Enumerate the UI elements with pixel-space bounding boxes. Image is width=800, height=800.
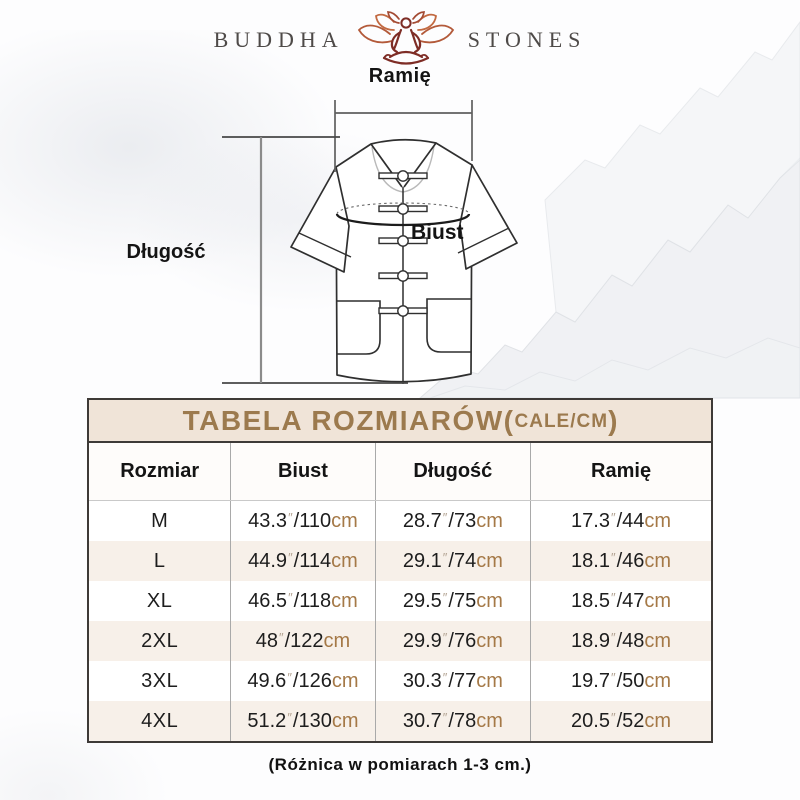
inch-mark: ″	[610, 509, 616, 525]
table-row: 4XL 51.2″/130cm 30.7″/78cm 20.5″/52cm	[89, 701, 711, 741]
shirt-left-sleeve	[290, 166, 350, 273]
ramie-value: 18.5″/47cm	[530, 581, 711, 621]
left-pocket	[337, 300, 381, 355]
bust-ellipse-solid	[335, 213, 471, 227]
cm-unit: cm	[476, 509, 503, 532]
table-title: TABELA ROZMIARÓW(	[182, 404, 515, 436]
biust-value: 49.6″/126cm	[230, 661, 376, 701]
col-header-rozmiar: Rozmiar	[89, 443, 231, 501]
inch-mark: ″	[288, 549, 293, 565]
dlugosc-value: 29.9″/76cm	[374, 621, 531, 661]
table-row: 3XL 49.6″/126cm 30.3″/77cm 19.7″/50cm	[89, 661, 711, 701]
cm-unit: cm	[644, 709, 672, 732]
right-cuff-line	[457, 227, 510, 254]
inch-mark: ″	[442, 549, 448, 565]
col-header-ramie: Ramię	[530, 443, 711, 501]
inch-mark: ″	[610, 589, 616, 605]
table-header-row: Rozmiar Biust Długość Ramię	[89, 443, 711, 501]
size-value: M	[151, 509, 169, 532]
inch-mark: ″	[288, 589, 293, 605]
dlugosc-value: 30.3″/77cm	[374, 661, 531, 701]
inch-mark: ″	[287, 709, 292, 725]
biust-value: 48″/122cm	[230, 621, 376, 661]
table-title-bar: TABELA ROZMIARÓW( CALE/CM )	[89, 400, 711, 443]
cm-unit: cm	[331, 709, 359, 732]
table-title-unit: CALE/CM	[514, 410, 609, 432]
right-pocket	[426, 298, 471, 353]
table-row: M 43.3″/110cm 28.7″/73cm 17.3″/44cm	[89, 500, 711, 541]
cm-unit: cm	[331, 549, 358, 572]
brand-name-right: STONES	[467, 27, 587, 52]
biust-value: 43.3″/110cm	[230, 500, 376, 541]
cm-unit: cm	[476, 589, 503, 612]
lotus-meditation-icon	[357, 11, 454, 65]
inch-mark: ″	[287, 669, 292, 685]
inch-mark: ″	[610, 709, 616, 725]
inch-mark: ″	[278, 629, 284, 645]
inch-mark: ″	[288, 509, 293, 525]
frog-buttons	[378, 170, 428, 317]
ramie-value: 17.3″/44cm	[530, 500, 711, 541]
ramie-value: 18.1″/46cm	[530, 541, 711, 581]
inch-mark: ″	[442, 589, 448, 605]
shoulder-measure-bracket	[334, 100, 473, 172]
inch-mark: ″	[610, 669, 616, 685]
inch-mark: ″	[442, 669, 448, 685]
cm-unit: cm	[644, 629, 672, 652]
cm-unit: cm	[476, 669, 503, 692]
col-header-dlugosc: Długość	[374, 443, 531, 501]
biust-value: 46.5″/118cm	[230, 581, 376, 621]
biust-value: 44.9″/114cm	[230, 541, 376, 581]
size-value: L	[153, 549, 166, 572]
shoulder-label: Ramię	[368, 65, 432, 87]
shirt-body	[335, 138, 473, 383]
table-row: XL 46.5″/118cm 29.5″/75cm 18.5″/47cm	[89, 581, 711, 621]
inch-mark: ″	[610, 549, 616, 565]
cm-unit: cm	[331, 669, 359, 692]
bust-label: Biust	[411, 221, 464, 244]
cm-unit: cm	[331, 589, 358, 612]
biust-value: 51.2″/130cm	[230, 701, 376, 741]
cm-unit: cm	[323, 629, 351, 652]
table-title-close: )	[608, 404, 618, 436]
cm-unit: cm	[476, 629, 503, 652]
table-row: L 44.9″/114cm 29.1″/74cm 18.1″/46cm	[89, 541, 711, 581]
inch-mark: ″	[610, 629, 616, 645]
size-value: 3XL	[141, 669, 179, 692]
cm-unit: cm	[644, 669, 672, 692]
brand-name-left: BUDDHA	[213, 27, 344, 52]
dlugosc-value: 30.7″/78cm	[374, 701, 531, 741]
col-header-biust: Biust	[230, 443, 376, 501]
dlugosc-value: 29.1″/74cm	[374, 541, 531, 581]
cm-unit: cm	[476, 549, 503, 572]
ramie-value: 20.5″/52cm	[530, 701, 711, 741]
table-row: 2XL 48″/122cm 29.9″/76cm 18.9″/48cm	[89, 621, 711, 661]
shirt-right-sleeve	[459, 164, 518, 270]
cm-unit: cm	[644, 589, 672, 612]
length-label: Długość	[126, 241, 206, 263]
inch-mark: ″	[442, 709, 448, 725]
bust-ellipse-dotted	[336, 202, 470, 215]
cm-unit: cm	[331, 509, 358, 532]
inch-mark: ″	[442, 629, 448, 645]
inch-mark: ″	[442, 509, 448, 525]
cm-unit: cm	[644, 549, 672, 572]
ramie-value: 18.9″/48cm	[530, 621, 711, 661]
size-value: 4XL	[141, 709, 179, 732]
brand-logo: BUDDHA STONES	[0, 8, 800, 72]
collar-v	[370, 142, 437, 188]
dlugosc-value: 29.5″/75cm	[374, 581, 531, 621]
dlugosc-value: 28.7″/73cm	[374, 500, 531, 541]
size-table: TABELA ROZMIARÓW( CALE/CM ) Rozmiar Bius…	[87, 398, 713, 743]
size-value: XL	[146, 589, 173, 612]
cm-unit: cm	[644, 509, 672, 532]
garment-measurement-diagram	[222, 100, 518, 384]
ramie-value: 19.7″/50cm	[530, 661, 711, 701]
left-cuff-line	[298, 232, 352, 258]
cm-unit: cm	[476, 709, 503, 732]
measurement-tolerance-note: (Różnica w pomiarach 1-3 cm.)	[268, 755, 532, 774]
size-value: 2XL	[141, 629, 179, 652]
